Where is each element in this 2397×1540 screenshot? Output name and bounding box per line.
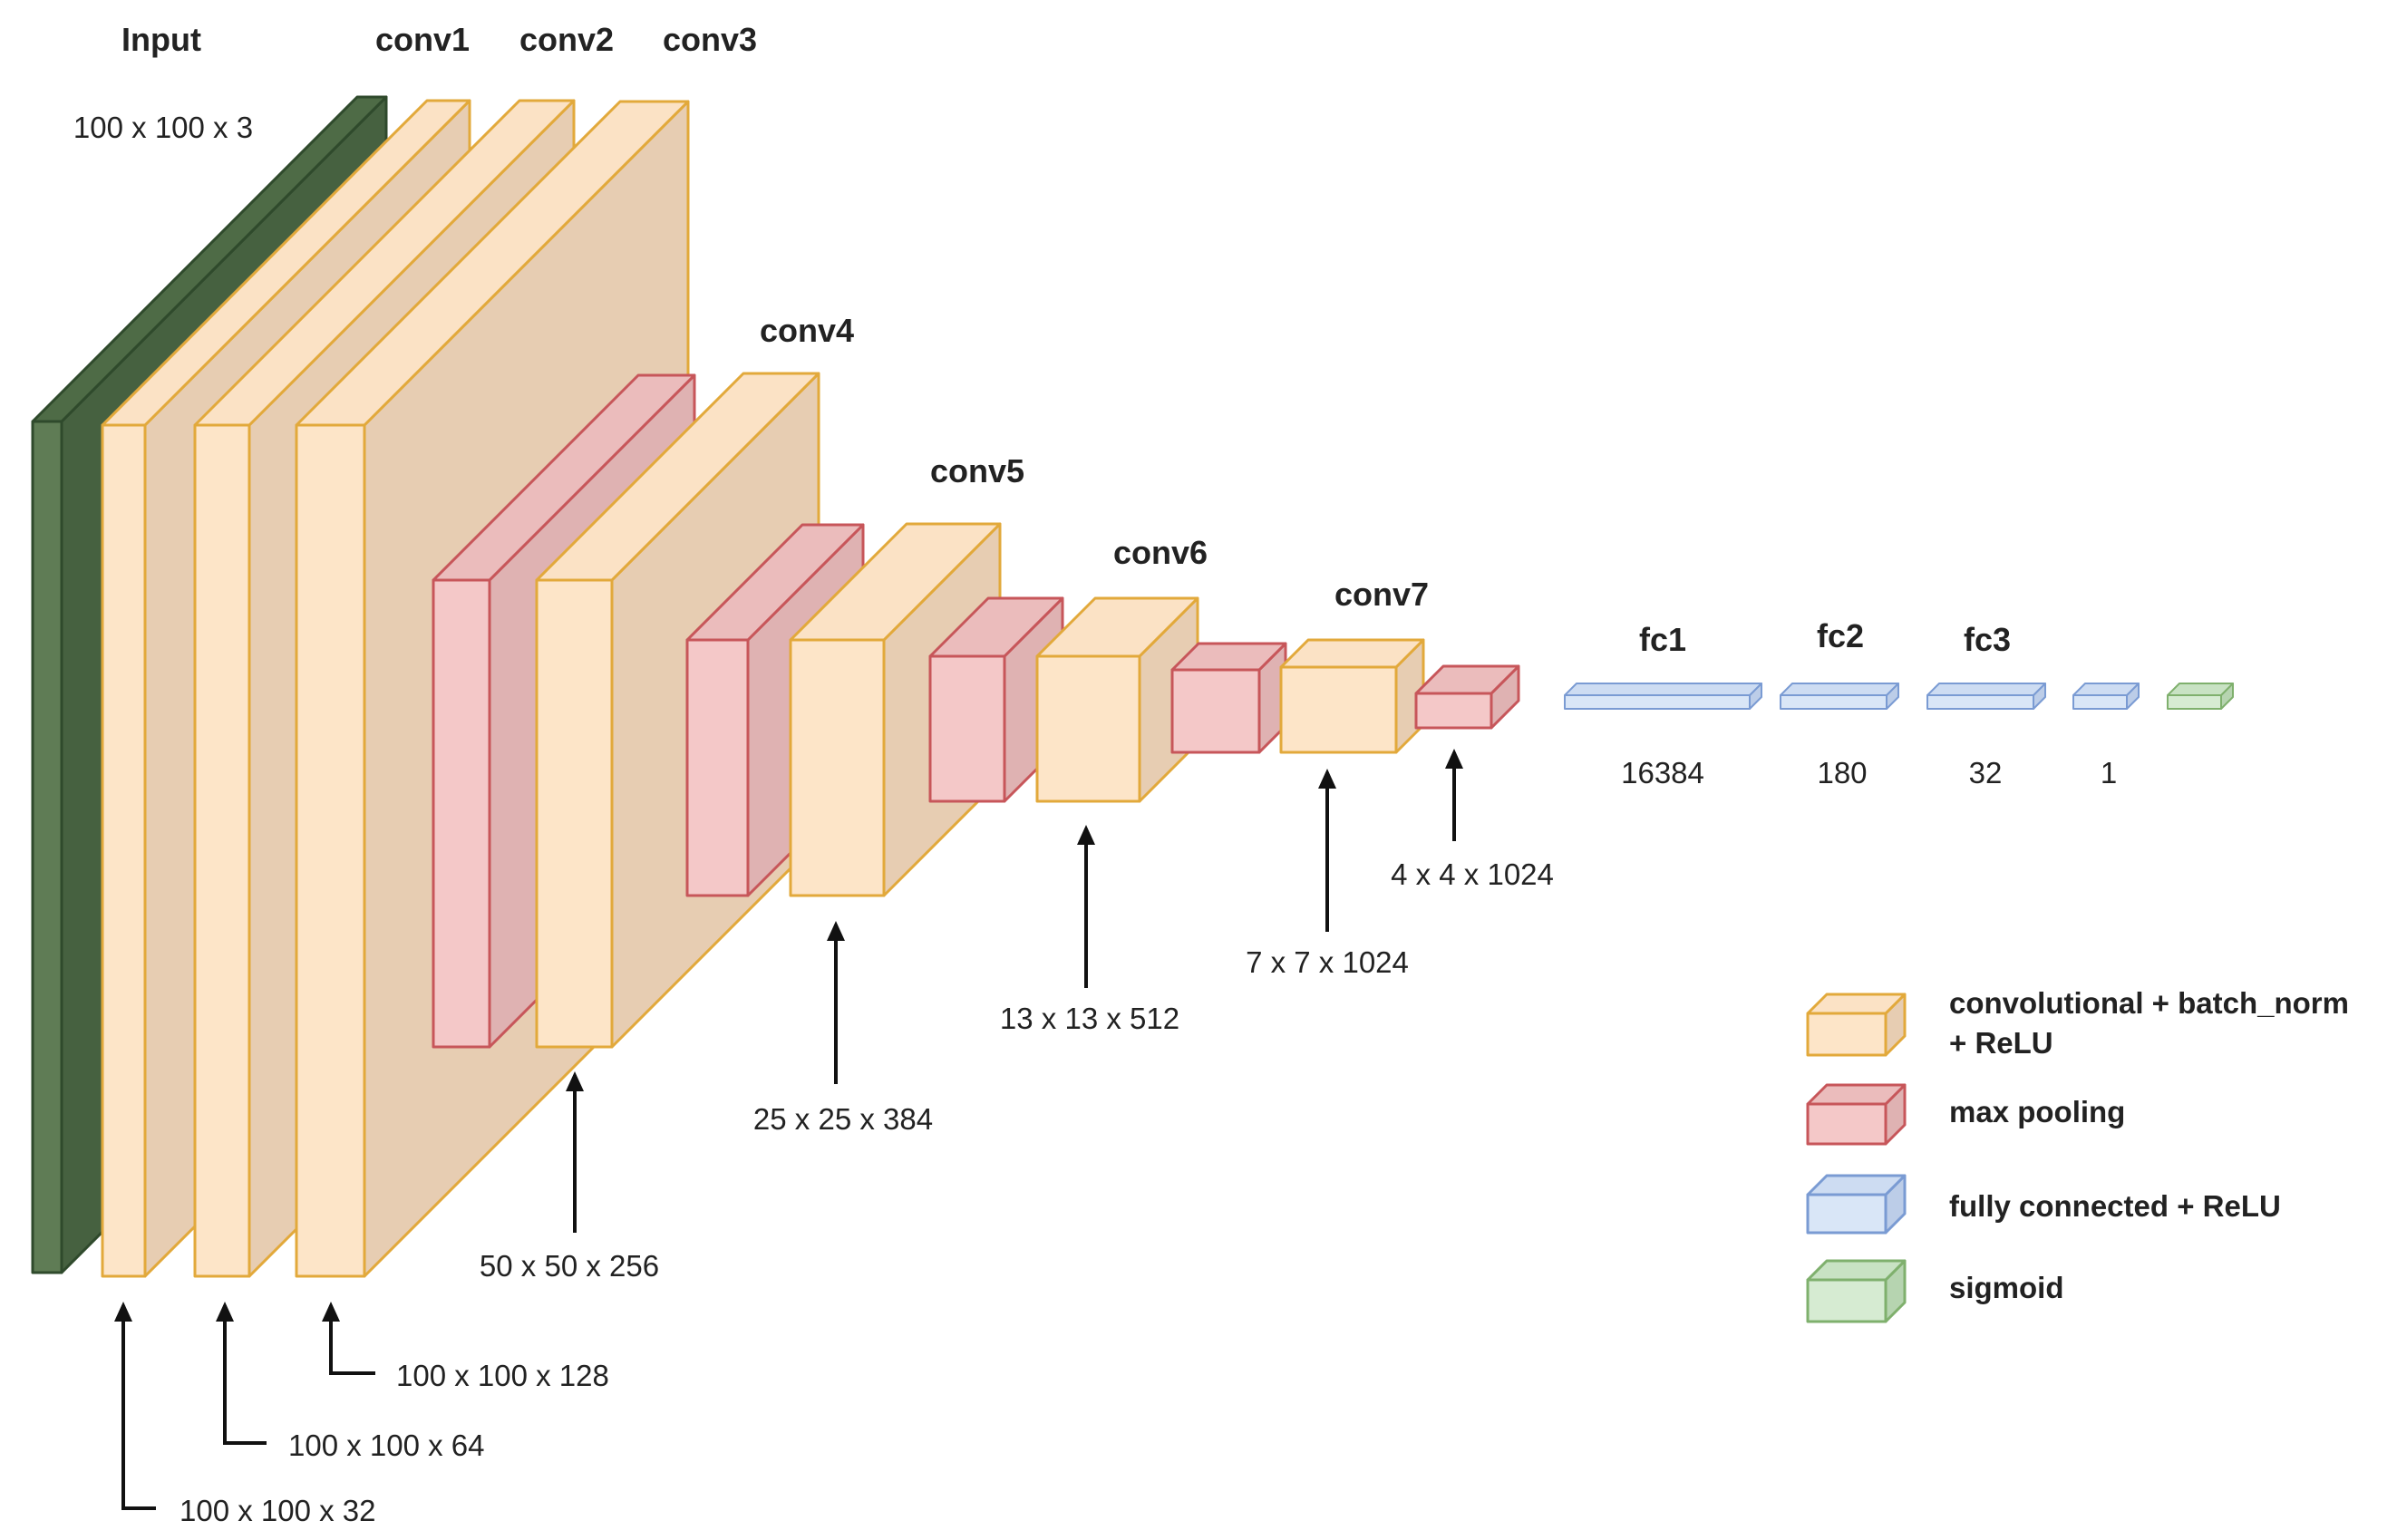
- legend-fc-label: fully connected + ReLU: [1949, 1189, 2281, 1223]
- block-fc2-front: [1780, 694, 1888, 710]
- dim-conv1: 100 x 100 x 32: [180, 1494, 376, 1527]
- block-output-top: [2072, 683, 2140, 696]
- arrow-conv2: [216, 1302, 267, 1445]
- block-sigmoid-top: [2167, 683, 2234, 696]
- block-conv4-front: [535, 578, 614, 1049]
- dim-input: 100 x 100 x 3: [73, 111, 253, 144]
- block-pool7: [1170, 642, 1287, 754]
- legend-sigmoid-label: sigmoid: [1949, 1271, 2064, 1304]
- block-sigmoid: [2167, 683, 2234, 710]
- arrow-conv6-head: [1077, 825, 1095, 845]
- dim-conv4: 50 x 50 x 256: [480, 1249, 659, 1283]
- block-conv1-front: [101, 423, 147, 1278]
- block-pool8-front: [1414, 692, 1493, 730]
- title-fc2: fc2: [1817, 617, 1864, 654]
- block-pool5-front: [685, 638, 750, 897]
- dim-conv6: 13 x 13 x 512: [1000, 1002, 1179, 1035]
- title-input: Input: [121, 21, 201, 58]
- title-conv7: conv7: [1334, 576, 1429, 613]
- dim-pool7: 4 x 4 x 1024: [1391, 857, 1554, 891]
- arrow-conv7-head: [1318, 769, 1336, 789]
- legend-conv-swatch-top: [1806, 993, 1907, 1015]
- block-fc2: [1780, 683, 1899, 710]
- arrow-conv5-head: [827, 921, 845, 941]
- arrow-conv4-head: [566, 1071, 584, 1091]
- arrow-conv3-head: [322, 1302, 340, 1322]
- title-fc1: fc1: [1639, 621, 1686, 658]
- legend-pool-swatch-top: [1806, 1083, 1907, 1106]
- legend-fc-swatch: [1806, 1174, 1907, 1235]
- legend-conv-label-1: convolutional + batch_norm: [1949, 986, 2349, 1020]
- arrow-conv3: [322, 1302, 375, 1375]
- block-pool8: [1414, 664, 1520, 730]
- block-fc2-top: [1780, 683, 1899, 696]
- block-input-front: [31, 420, 63, 1274]
- block-conv7-front: [1279, 665, 1398, 754]
- block-conv7-top: [1279, 638, 1425, 669]
- dim-fc1: 16384: [1621, 756, 1704, 789]
- title-conv4: conv4: [760, 312, 854, 349]
- block-conv6-front: [1035, 654, 1141, 803]
- legend-conv-swatch: [1806, 993, 1907, 1057]
- block-fc3-front: [1926, 694, 2034, 710]
- legend-pool-swatch-front: [1806, 1102, 1888, 1146]
- block-output: [2072, 683, 2140, 710]
- arrow-conv2-head: [216, 1302, 234, 1322]
- legend-pool-label: max pooling: [1949, 1095, 2125, 1128]
- block-pool7-front: [1170, 668, 1261, 754]
- block-conv2-front: [193, 423, 251, 1278]
- dim-conv5: 25 x 25 x 384: [753, 1102, 933, 1136]
- block-pool4-front: [432, 578, 491, 1049]
- block-fc3: [1926, 683, 2046, 710]
- dim-output: 1: [2101, 756, 2117, 789]
- block-fc1: [1564, 683, 1762, 710]
- legend-conv-swatch-front: [1806, 1012, 1888, 1057]
- block-pool6-front: [928, 654, 1006, 803]
- arrow-pool7-head: [1445, 749, 1463, 769]
- arrow-conv2-line: [223, 1305, 267, 1445]
- arrow-conv6: [1077, 825, 1095, 988]
- title-conv2: conv2: [519, 21, 614, 58]
- block-conv3-front: [295, 423, 366, 1278]
- dim-conv7: 7 x 7 x 1024: [1246, 945, 1409, 979]
- block-conv7: [1279, 638, 1425, 754]
- legend-sigmoid-swatch-top: [1806, 1259, 1907, 1282]
- title-conv3: conv3: [663, 21, 757, 58]
- block-fc1-front: [1564, 694, 1751, 710]
- arrow-conv1: [114, 1302, 156, 1510]
- dim-conv2: 100 x 100 x 64: [288, 1429, 485, 1462]
- title-conv5: conv5: [930, 452, 1024, 489]
- legend-fc-swatch-top: [1806, 1174, 1907, 1196]
- title-conv1: conv1: [375, 21, 470, 58]
- arrow-conv5: [827, 921, 845, 1084]
- dim-conv3: 100 x 100 x 128: [396, 1359, 609, 1392]
- title-conv6: conv6: [1113, 534, 1208, 571]
- block-conv5-front: [789, 638, 886, 897]
- legend-fc-swatch-front: [1806, 1193, 1888, 1235]
- dimension-arrows: [114, 749, 1463, 1510]
- dim-fc3: 32: [1969, 756, 2003, 789]
- block-sigmoid-front: [2167, 694, 2222, 710]
- title-fc3: fc3: [1964, 621, 2011, 658]
- arrow-conv7: [1318, 769, 1336, 932]
- block-output-front: [2072, 694, 2128, 710]
- block-conv6: [1035, 596, 1199, 803]
- legend-conv-label-2: + ReLU: [1949, 1026, 2053, 1060]
- arrow-pool7: [1445, 749, 1463, 841]
- legend-pool-swatch: [1806, 1083, 1907, 1146]
- dim-fc2: 180: [1817, 756, 1867, 789]
- legend-sigmoid-swatch-front: [1806, 1278, 1888, 1323]
- arrow-conv1-head: [114, 1302, 132, 1322]
- legend-sigmoid-swatch: [1806, 1259, 1907, 1323]
- legend: convolutional + batch_norm + ReLU max po…: [1806, 986, 2349, 1323]
- arrow-conv4: [566, 1071, 584, 1233]
- arrow-conv3-line: [329, 1305, 375, 1375]
- arrow-conv1-line: [121, 1305, 156, 1510]
- block-fc1-top: [1564, 683, 1762, 696]
- block-fc3-top: [1926, 683, 2046, 696]
- layer-blocks: [31, 95, 2234, 1278]
